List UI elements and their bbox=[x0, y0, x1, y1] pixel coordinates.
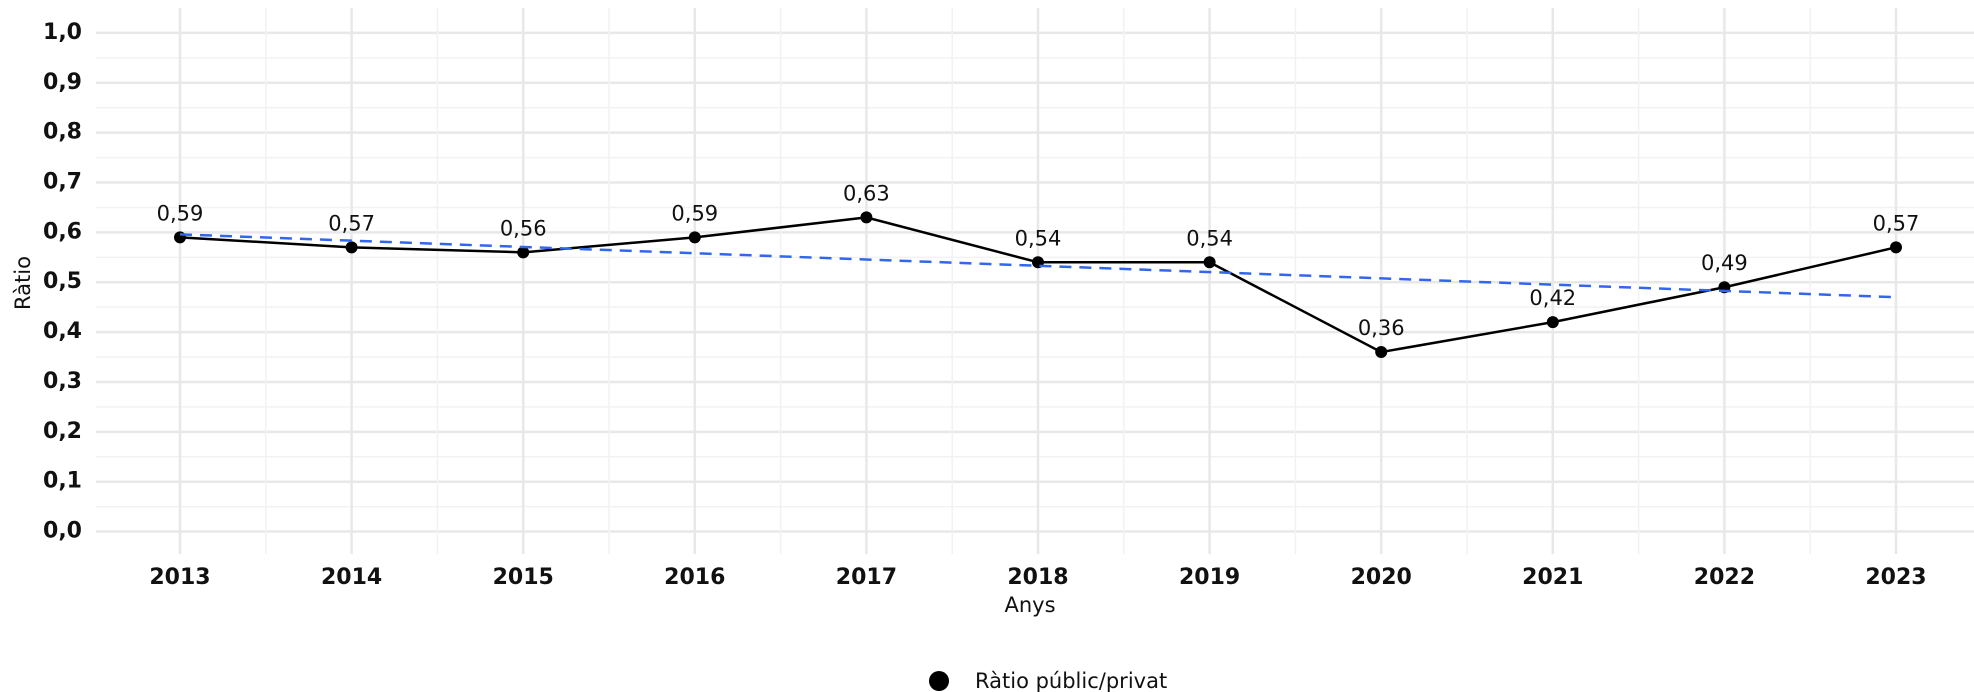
x-tick-label: 2017 bbox=[836, 565, 897, 590]
x-tick-label: 2013 bbox=[149, 565, 210, 590]
legend-marker bbox=[929, 671, 949, 691]
y-tick-label: 0,1 bbox=[43, 469, 82, 494]
data-point bbox=[517, 246, 530, 259]
x-tick-label: 2022 bbox=[1694, 565, 1755, 590]
y-tick-label: 0,0 bbox=[43, 519, 82, 544]
data-label: 0,57 bbox=[1873, 211, 1920, 235]
x-tick-label: 2015 bbox=[493, 565, 554, 590]
y-tick-label: 0,7 bbox=[43, 170, 82, 195]
y-tick-label: 0,8 bbox=[43, 120, 82, 145]
x-tick-label: 2016 bbox=[664, 565, 725, 590]
y-tick-label: 0,2 bbox=[43, 419, 82, 444]
y-axis-title: Ràtio bbox=[11, 256, 35, 310]
data-point bbox=[345, 241, 358, 254]
x-tick-label: 2014 bbox=[321, 565, 382, 590]
trend-line bbox=[179, 233, 1897, 299]
x-tick-label: 2023 bbox=[1865, 565, 1926, 590]
legend-label: Ràtio públic/privat bbox=[975, 669, 1167, 692]
y-tick-label: 0,6 bbox=[43, 219, 82, 244]
data-label: 0,49 bbox=[1701, 251, 1748, 275]
x-tick-label: 2020 bbox=[1351, 565, 1412, 590]
data-label: 0,63 bbox=[843, 181, 890, 205]
data-point bbox=[1890, 241, 1902, 254]
data-point bbox=[1546, 316, 1559, 329]
x-tick-label: 2019 bbox=[1179, 565, 1240, 590]
data-label: 0,36 bbox=[1358, 316, 1405, 340]
data-point bbox=[688, 231, 701, 244]
data-label: 0,56 bbox=[500, 216, 547, 240]
data-label: 0,59 bbox=[157, 201, 204, 225]
y-tick-label: 0,3 bbox=[43, 369, 82, 394]
y-tick-label: 0,5 bbox=[43, 269, 82, 294]
data-point bbox=[1375, 346, 1388, 359]
y-tick-label: 0,4 bbox=[43, 319, 82, 344]
data-label: 0,54 bbox=[1186, 226, 1233, 250]
y-tick-label: 0,9 bbox=[43, 70, 82, 95]
x-tick-label: 2018 bbox=[1007, 565, 1068, 590]
data-label: 0,42 bbox=[1529, 286, 1576, 310]
data-label: 0,54 bbox=[1015, 226, 1062, 250]
x-tick-label: 2021 bbox=[1522, 565, 1583, 590]
data-point bbox=[174, 231, 186, 244]
data-point bbox=[860, 211, 873, 224]
data-label: 0,59 bbox=[671, 201, 718, 225]
data-label: 0,57 bbox=[328, 211, 375, 235]
x-axis-title: Anys bbox=[1004, 593, 1055, 617]
y-tick-label: 1,0 bbox=[43, 20, 82, 45]
data-point bbox=[1203, 256, 1216, 269]
